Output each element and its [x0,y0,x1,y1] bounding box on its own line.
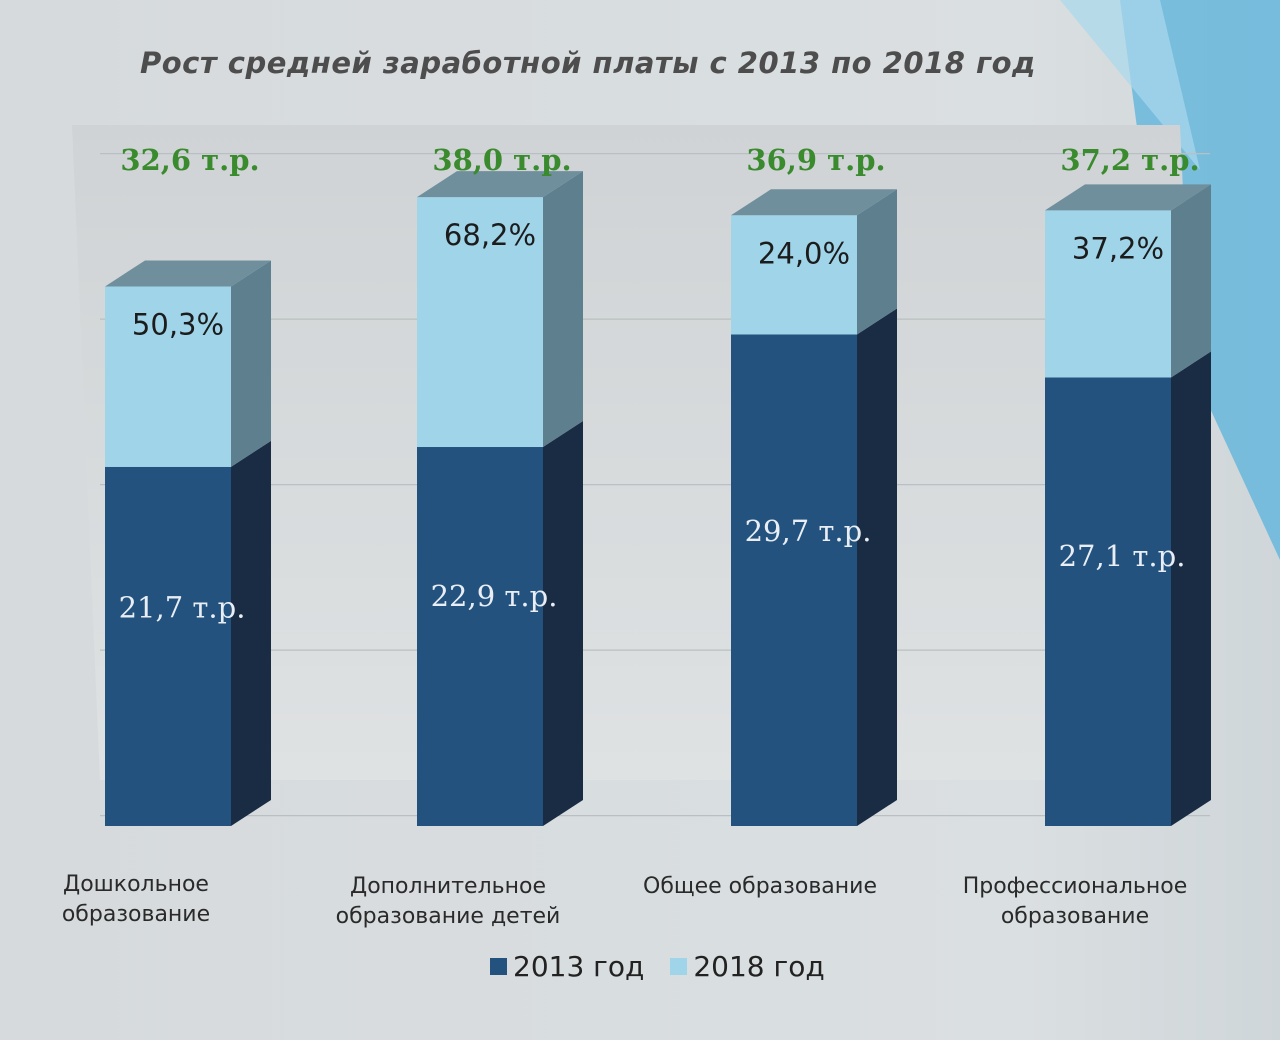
legend-swatch-2018 [670,958,688,975]
bar-2018 [731,215,857,335]
value-label-2018: 24,0% [758,236,850,270]
bar-2018 [105,286,231,467]
bar-2013-side [543,421,583,826]
bar-2013 [731,334,857,826]
category-label-professional: Профессиональное образование [925,872,1225,932]
bar-2013-side [857,308,897,827]
category-label-line: образование детей [335,904,561,929]
category-label-preschool: Дошкольное образование [0,870,286,930]
category-label-line: образование [1000,904,1150,929]
total-label: 38,0 т.р. [432,143,571,177]
bar-2018-side [543,171,583,448]
plot-wall [72,125,1210,780]
value-label-2013: 29,7 т.р. [745,514,872,548]
chart-title: Рост средней заработной платы с 2013 по … [140,46,1036,80]
category-label-line: Дополнительное [350,874,546,899]
bars [105,171,1211,827]
value-label-2018: 50,3% [132,307,224,341]
value-label-2018: 68,2% [444,218,536,252]
legend: 2013 год 2018 год [490,950,870,983]
total-label: 36,9 т.р. [746,143,885,177]
category-label-line: образование [61,902,211,927]
bar-top-face [1045,184,1211,211]
legend-item-2018: 2018 год [670,950,825,983]
value-label-2013: 21,7 т.р. [119,591,246,625]
legend-item-2013: 2013 год [490,950,644,983]
category-label-additional: Дополнительное образование детей [298,872,598,932]
bar-2018 [417,197,543,448]
category-label-line: Дошкольное [63,872,209,897]
data-labels: 21,7 т.р. 50,3% 32,6 т.р. 22,9 т.р. 68,2% 38,… [119,143,1200,625]
value-label-2018: 37,2% [1072,231,1164,265]
bar-2013-side [1171,351,1211,826]
bar-top-face [417,171,583,198]
total-label: 32,6 т.р. [120,143,259,177]
bar-group [105,260,271,826]
legend-label-2018: 2018 год [693,950,825,983]
bar-group [417,171,583,826]
value-label-2013: 27,1 т.р. [1059,539,1186,573]
category-label-general: Общее образование [610,872,910,902]
legend-label-2013: 2013 год [513,950,645,983]
total-label: 37,2 т.р. [1060,143,1199,177]
category-label-line: Профессиональное [962,874,1188,899]
bar-2018-side [857,189,897,335]
bar-group [731,189,897,827]
bar-2013 [105,466,231,826]
bar-2018-side [1171,184,1211,378]
bar-top-face [731,189,897,216]
bar-2018-side [231,260,271,467]
bar-2013 [417,447,543,826]
bar-2018 [1045,210,1171,378]
bar-2013-side [231,440,271,826]
bar-top-face [105,260,271,287]
category-label-line: Общее образование [643,874,877,899]
bar-group [1045,184,1211,826]
gridlines [100,153,1210,817]
value-label-2013: 22,9 т.р. [431,579,558,613]
bar-2013 [1045,377,1171,826]
legend-swatch-2013 [490,958,507,975]
